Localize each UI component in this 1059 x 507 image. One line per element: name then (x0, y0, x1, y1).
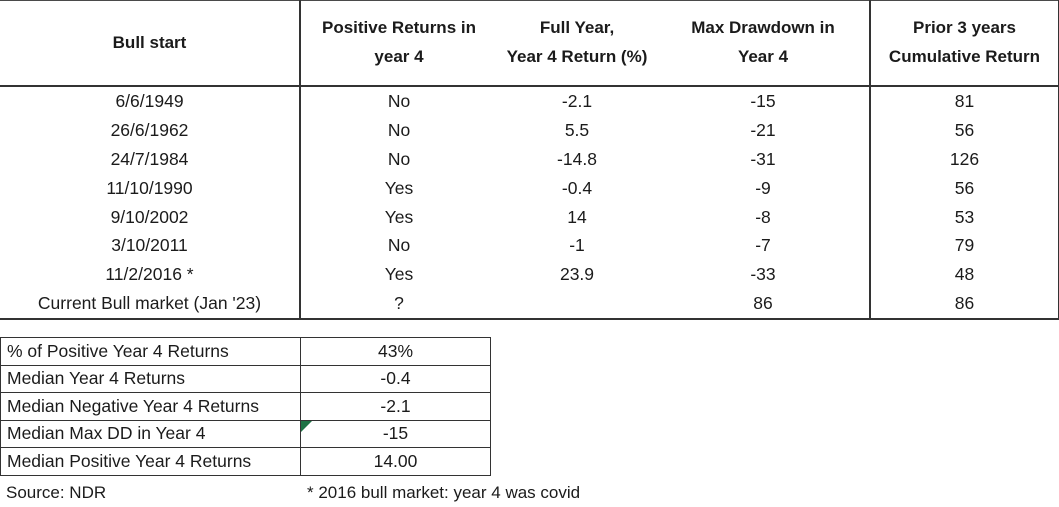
cell-positive-returns: No (387, 148, 411, 169)
summary-value: 14.00 (300, 447, 491, 476)
cell-prior-3y-return: 86 (954, 293, 975, 314)
summary-row: Median Year 4 Returns -0.4 (0, 364, 491, 394)
bull-market-table-header: Bull start Positive Returns in year 4 Fu… (0, 0, 1059, 87)
header-positive-returns-year4: Positive Returns in year 4 (300, 0, 497, 87)
cell-full-year-return: 14 (567, 206, 587, 227)
cell-full-year-return (497, 289, 657, 319)
cell-max-drawdown: 86 (657, 289, 871, 320)
cell-prior-3y-return: 53 (954, 206, 975, 227)
cell-prior-3y-return: 126 (949, 148, 980, 169)
cell-full-year-return: -2.1 (561, 90, 593, 111)
cell-prior-3y-return: 81 (954, 90, 975, 111)
summary-value: -15 (300, 419, 491, 449)
summary-row: Median Positive Year 4 Returns 14.00 (0, 447, 491, 476)
cell-prior-3y-return: 56 (954, 177, 975, 198)
cell-positive-returns: Yes (384, 206, 414, 227)
summary-value-text: -15 (382, 423, 409, 444)
bull-market-table: Bull start Positive Returns in year 4 Fu… (0, 0, 1059, 321)
cell-prior-3y-return: 48 (954, 264, 975, 285)
table-row: 11/2/2016 * Yes 23.9 -33 48 (0, 260, 1059, 290)
summary-value: 43% (300, 337, 491, 366)
header-row: Bull start Positive Returns in year 4 Fu… (0, 0, 1059, 87)
cell-full-year-return: -14.8 (557, 148, 597, 169)
summary-row: Median Negative Year 4 Returns -2.1 (0, 392, 491, 421)
source-label: Source: NDR (6, 482, 107, 502)
table-row: 24/7/1984 No -14.8 -31 126 (0, 144, 1059, 174)
header-full-year-return: Full Year, Year 4 Return (%) (497, 0, 657, 87)
cell-error-indicator-icon (301, 420, 312, 432)
cell-max-drawdown: -9 (657, 173, 871, 203)
table-row: Current Bull market (Jan '23) ? 86 86 (0, 289, 1059, 320)
cell-prior-3y-return: 79 (954, 235, 975, 256)
cell-max-drawdown: -8 (657, 202, 871, 232)
year4-summary-table: % of Positive Year 4 Returns 43% Median … (0, 337, 491, 476)
cell-max-drawdown: -33 (657, 260, 871, 290)
header-max-drawdown: Max Drawdown in Year 4 (657, 0, 871, 87)
cell-bull-start: Current Bull market (Jan '23) (0, 289, 301, 320)
header-prior-3y-cumulative-return: Prior 3 years Cumulative Return (870, 0, 1059, 87)
covid-footnote: * 2016 bull market: year 4 was covid (307, 482, 581, 502)
cell-max-drawdown: -15 (657, 86, 871, 116)
bull-market-table-body: 6/6/1949 No -2.1 -15 81 26/6/1962 No 5.5… (0, 86, 1059, 320)
cell-full-year-return: 5.5 (564, 119, 590, 140)
summary-label: Median Positive Year 4 Returns (0, 447, 301, 476)
cell-positive-returns: No (387, 119, 411, 140)
cell-bull-start: 9/10/2002 (0, 202, 301, 232)
cell-bull-start: 11/10/1990 (0, 173, 301, 203)
cell-positive-returns: Yes (384, 177, 414, 198)
cell-bull-start: 26/6/1962 (0, 115, 301, 145)
summary-label: % of Positive Year 4 Returns (0, 337, 301, 366)
summary-value: -2.1 (300, 392, 491, 421)
cell-bull-start: 24/7/1984 (0, 144, 301, 174)
header-bull-start: Bull start (0, 0, 301, 87)
table-row: 3/10/2011 No -1 -7 79 (0, 231, 1059, 261)
cell-max-drawdown: -7 (657, 231, 871, 261)
summary-row: Median Max DD in Year 4 -15 (0, 419, 491, 449)
cell-positive-returns: Yes (384, 264, 414, 285)
cell-full-year-return: -1 (569, 235, 585, 256)
cell-positive-returns: No (387, 235, 411, 256)
cell-full-year-return: -0.4 (561, 177, 593, 198)
cell-max-drawdown: -21 (657, 115, 871, 145)
table-row: 11/10/1990 Yes -0.4 -9 56 (0, 173, 1059, 203)
cell-full-year-return: 23.9 (559, 264, 595, 285)
table-row: 9/10/2002 Yes 14 -8 53 (0, 202, 1059, 232)
summary-label: Median Negative Year 4 Returns (0, 392, 301, 421)
summary-label: Median Year 4 Returns (0, 364, 301, 394)
cell-bull-start: 3/10/2011 (0, 231, 301, 261)
cell-prior-3y-return: 56 (954, 119, 975, 140)
cell-bull-start: 11/2/2016 * (0, 260, 301, 290)
footer: Source: NDR * 2016 bull market: year 4 w… (0, 483, 1059, 507)
table-row: 6/6/1949 No -2.1 -15 81 (0, 86, 1059, 116)
summary-value: -0.4 (300, 364, 491, 394)
summary-label: Median Max DD in Year 4 (0, 419, 301, 449)
cell-max-drawdown: -31 (657, 144, 871, 174)
cell-positive-returns: No (387, 90, 411, 111)
cell-bull-start: 6/6/1949 (0, 86, 301, 116)
table-row: 26/6/1962 No 5.5 -21 56 (0, 115, 1059, 145)
summary-row: % of Positive Year 4 Returns 43% (0, 337, 491, 366)
cell-positive-returns: ? (394, 293, 404, 314)
